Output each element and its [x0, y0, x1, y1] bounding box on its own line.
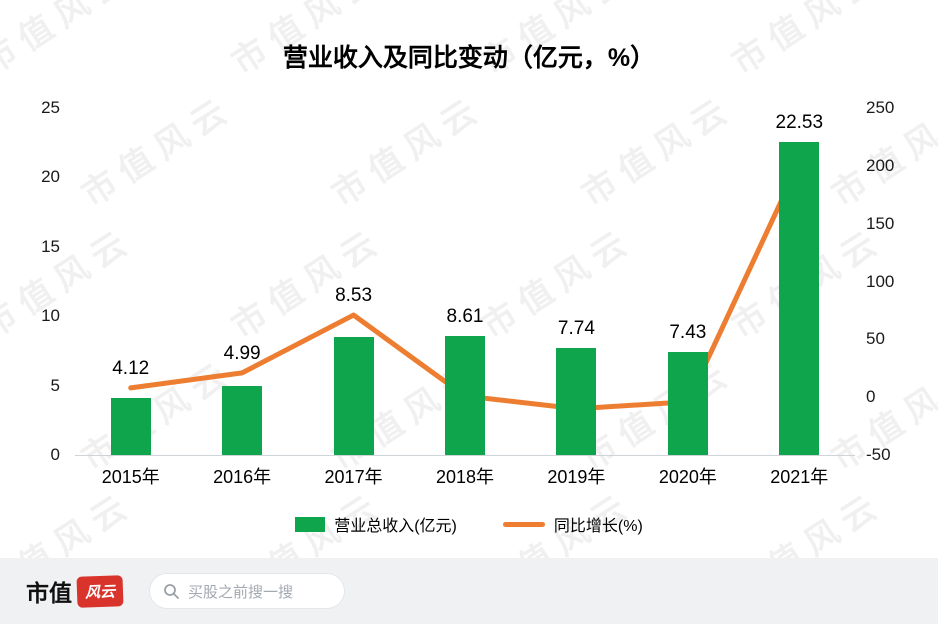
- bar-value-label: 4.99: [223, 342, 261, 364]
- bar-2019年: [556, 347, 597, 455]
- bar-2020年: [667, 351, 708, 455]
- right-axis-tick: 200: [866, 155, 895, 175]
- search-box[interactable]: 买股之前搜一搜: [149, 573, 346, 609]
- legend-line-swatch: [502, 521, 545, 527]
- footer-bar: 市值 风云 买股之前搜一搜: [0, 558, 938, 624]
- right-axis-tick: 50: [866, 329, 885, 349]
- legend: 营业总收入(亿元) 同比增长(%): [0, 512, 938, 536]
- bar-value-label: 7.43: [669, 321, 707, 343]
- plot-area: 4.12 4.99 8.53 8.61 7.74 7.43 22.53: [75, 108, 855, 456]
- right-axis-tick: 250: [866, 98, 895, 117]
- left-axis-tick: 5: [50, 375, 60, 395]
- x-axis: 2015年 2016年 2017年 2018年 2019年 2020年 2021年: [75, 463, 855, 491]
- right-axis-tick: 150: [866, 213, 895, 233]
- right-axis-tick: -50: [866, 445, 891, 464]
- revenue-chart: 营业收入及同比变动（亿元，%） 25 20 15 10 5 0 4.12 4.99 8.53 8…: [0, 44, 938, 536]
- right-axis: 250 200 150 100 50 0 -50: [866, 98, 930, 464]
- bar-value-label: 8.61: [446, 305, 484, 327]
- bar-2021年: [779, 142, 820, 455]
- search-placeholder: 买股之前搜一搜: [188, 583, 294, 601]
- left-axis-tick: 25: [41, 98, 60, 117]
- bar-value-label: 7.74: [557, 317, 595, 339]
- legend-line-label: 同比增长(%): [553, 518, 643, 535]
- legend-bar-label: 营业总收入(亿元): [334, 518, 457, 535]
- chart-title: 营业收入及同比变动（亿元，%）: [282, 44, 656, 72]
- right-axis-tick: 100: [866, 271, 895, 291]
- legend-item-revenue: 营业总收入(亿元): [295, 512, 457, 536]
- bar-2017年: [333, 336, 374, 455]
- bar-2018年: [445, 335, 485, 455]
- x-axis-label: 2016年: [213, 467, 272, 487]
- bar-2016年: [222, 385, 263, 455]
- search-icon: [163, 583, 179, 599]
- brand-text: 市值: [26, 580, 72, 606]
- right-axis-tick: 0: [866, 387, 876, 407]
- x-axis-label: 2021年: [770, 467, 829, 487]
- left-axis-tick: 0: [50, 445, 60, 464]
- x-axis-label: 2018年: [435, 467, 495, 487]
- bar-2015年: [110, 397, 151, 455]
- brand-stamp: 风云: [76, 574, 124, 608]
- left-axis-tick: 10: [41, 306, 60, 326]
- x-axis-label: 2019年: [547, 467, 606, 487]
- left-axis: 25 20 15 10 5 0: [12, 98, 60, 464]
- x-axis-label: 2020年: [658, 467, 717, 487]
- legend-bar-swatch: [295, 516, 326, 532]
- left-axis-tick: 20: [41, 167, 60, 187]
- legend-item-growth: 同比增长(%): [502, 512, 643, 536]
- brand-logo: 市值 风云: [26, 574, 124, 608]
- left-axis-tick: 15: [41, 236, 60, 256]
- bar-value-label: 4.12: [112, 357, 150, 379]
- x-axis-label: 2017年: [324, 467, 383, 487]
- x-axis-label: 2015年: [101, 467, 160, 487]
- bar-value-label: 8.53: [335, 285, 373, 307]
- bar-value-label: 22.53: [775, 112, 824, 134]
